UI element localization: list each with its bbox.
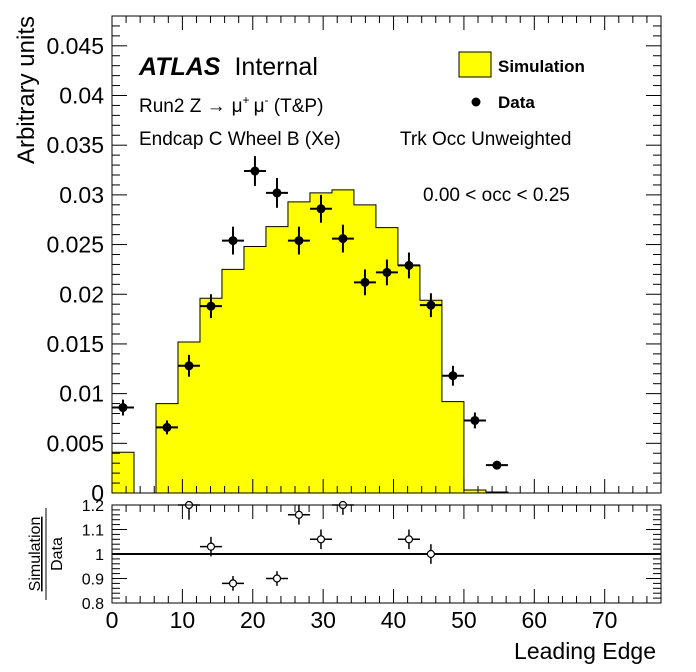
weighting-label: Trk Occ Unweighted — [400, 129, 571, 150]
x-tick-label: 20 — [240, 607, 266, 633]
y-tick-label: 0.015 — [46, 331, 104, 357]
legend-data-label: Data — [498, 93, 535, 112]
y-axis-label: Arbitrary units — [13, 16, 40, 164]
x-tick-labels: 0 10 20 30 40 50 60 70 — [106, 607, 618, 633]
data-point — [199, 294, 222, 319]
mu-plus-superscript: + — [243, 93, 250, 107]
ratio-point — [265, 571, 288, 586]
region-label: Endcap C Wheel B (Xe) — [139, 129, 341, 150]
x-tick-label: 10 — [170, 607, 196, 633]
y-tick-label: 0.04 — [59, 83, 104, 109]
internal-word: Internal — [234, 53, 317, 81]
x-tick-label: 40 — [381, 607, 407, 633]
mu-plus: μ — [232, 96, 243, 117]
legend: Simulation Data — [458, 51, 585, 112]
ratio-y-tick-labels: 0.8 0.9 1 1.1 1.2 — [82, 498, 104, 613]
ratio-point — [309, 529, 332, 550]
ratio-y-tick-label: 1.1 — [82, 523, 104, 540]
process-prefix: Run2 Z — [139, 96, 207, 117]
process-suffix: (T&P) — [269, 96, 324, 117]
ratio-numerator-label: Simulation — [27, 517, 44, 592]
legend-simulation-swatch — [458, 51, 492, 78]
data-point — [463, 412, 486, 429]
mu-minus-superscript: - — [265, 93, 269, 107]
ratio-axis-ticks — [111, 504, 662, 604]
data-point — [309, 194, 332, 223]
data-point — [353, 269, 376, 296]
ratio-point — [221, 576, 244, 591]
x-tick-label: 60 — [522, 607, 548, 633]
ratio-y-tick-label: 0.8 — [82, 596, 104, 613]
y-tick-label: 0 — [91, 480, 104, 506]
main-panel: 0 0.005 0.01 0.015 0.02 0.025 0.03 0.035 0.04 0.0… — [13, 15, 662, 506]
data-point — [243, 156, 266, 186]
data-points — [111, 156, 508, 470]
ratio-point — [199, 536, 222, 557]
y-tick-label: 0.01 — [59, 381, 104, 407]
arrow-symbol: → — [207, 96, 226, 117]
ratio-denominator-label: Data — [49, 537, 66, 571]
atlas-word: ATLAS — [138, 53, 221, 81]
y-tick-label: 0.045 — [46, 33, 104, 59]
y-tick-label: 0.035 — [46, 132, 104, 158]
x-tick-label: 70 — [592, 607, 618, 633]
x-tick-label: 0 — [106, 607, 119, 633]
occupancy-range-label: 0.00 < occ < 0.25 — [423, 185, 570, 206]
simulation-outline — [111, 189, 509, 494]
data-point — [397, 252, 420, 279]
data-point — [221, 226, 244, 255]
data-point — [265, 177, 288, 208]
ratio-y-axis-label: Simulation Data — [27, 508, 66, 600]
data-point — [375, 259, 398, 286]
x-tick-label: 30 — [310, 607, 336, 633]
process-label: Run2 Z → μ+ μ- (T&P) — [139, 93, 323, 117]
atlas-label: ATLAS Internal — [138, 53, 318, 81]
data-point — [419, 293, 442, 318]
mu-minus: μ — [254, 96, 265, 117]
ratio-y-tick-label: 0.9 — [82, 572, 104, 589]
ratio-point — [397, 529, 420, 550]
legend-simulation-label: Simulation — [498, 57, 585, 76]
y-tick-label: 0.025 — [46, 232, 104, 258]
data-point — [331, 224, 354, 253]
data-point — [155, 420, 178, 435]
x-axis-label: Leading Edge — [514, 638, 656, 664]
legend-data-marker — [471, 97, 481, 107]
main-y-tick-labels: 0 0.005 0.01 0.015 0.02 0.025 0.03 0.035 0.04 0.0… — [46, 33, 104, 506]
x-tick-label: 50 — [451, 607, 477, 633]
data-point — [178, 354, 200, 377]
ratio-point — [419, 544, 442, 564]
data-point — [441, 365, 464, 386]
data-point — [111, 399, 134, 416]
data-point — [485, 460, 508, 470]
ratio-y-tick-label: 1 — [95, 547, 104, 564]
y-tick-label: 0.02 — [59, 281, 104, 307]
y-tick-label: 0.005 — [46, 430, 104, 456]
ratio-y-tick-label: 1.2 — [82, 498, 104, 515]
ratio-panel: 0.8 0.9 1 1.1 1.2 0 10 20 30 40 50 60 70 Simulation… — [27, 498, 662, 664]
ratio-point — [287, 505, 310, 525]
data-point — [287, 226, 310, 255]
main-axis-ticks — [111, 15, 662, 494]
y-tick-label: 0.03 — [59, 182, 104, 208]
